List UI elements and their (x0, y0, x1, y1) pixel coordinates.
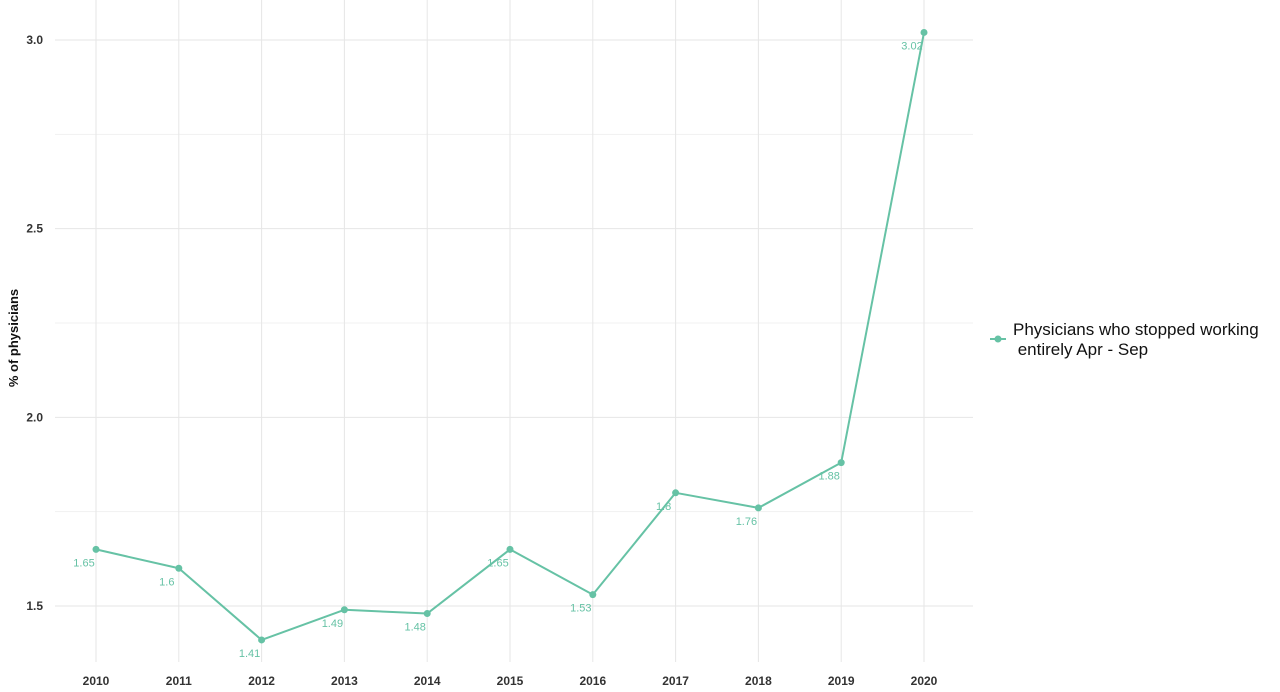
legend-label: Physicians who stopped working entirely … (1013, 320, 1259, 359)
data-point (175, 564, 183, 572)
data-label: 1.49 (322, 618, 343, 630)
legend: Physicians who stopped working entirely … (990, 320, 1259, 359)
data-point (423, 610, 431, 618)
data-point (258, 636, 266, 644)
x-tick-label: 2010 (83, 674, 110, 688)
y-tick-label: 3.0 (26, 33, 43, 47)
x-tick-label: 2017 (662, 674, 689, 688)
x-tick-label: 2020 (911, 674, 938, 688)
data-label: 1.8 (656, 501, 671, 513)
data-point (920, 28, 928, 36)
data-point (672, 489, 680, 497)
data-point (754, 504, 762, 512)
legend-label-line-1: Physicians who stopped working (1013, 320, 1259, 339)
y-tick-label: 2.0 (26, 410, 43, 424)
data-label: 1.48 (404, 622, 425, 634)
data-label: 1.76 (736, 516, 757, 528)
y-axis: 1.5 2.0 2.5 3.0 (26, 33, 43, 613)
data-point (589, 591, 597, 599)
grid (55, 0, 973, 662)
x-tick-label: 2014 (414, 674, 441, 688)
data-point (506, 545, 514, 553)
x-axis: 2010 2011 2012 2013 2014 2015 2016 2017 2018 2019… (83, 674, 938, 688)
x-tick-label: 2019 (828, 674, 855, 688)
data-point (837, 459, 845, 467)
x-tick-label: 2015 (497, 674, 524, 688)
legend-key-point (994, 335, 1002, 343)
data-label: 1.88 (818, 471, 839, 483)
x-tick-label: 2012 (248, 674, 275, 688)
data-label: 1.6 (159, 576, 174, 588)
data-label: 3.02 (901, 40, 922, 52)
data-label: 1.41 (239, 648, 260, 660)
data-point (340, 606, 348, 614)
data-label: 1.65 (487, 557, 508, 569)
x-tick-label: 2013 (331, 674, 358, 688)
data-label: 1.53 (570, 603, 591, 615)
x-tick-label: 2018 (745, 674, 772, 688)
x-tick-label: 2016 (579, 674, 606, 688)
y-tick-label: 2.5 (26, 222, 43, 236)
x-tick-label: 2011 (166, 674, 192, 688)
legend-label-line-2: entirely Apr - Sep (1013, 340, 1148, 359)
data-point (92, 545, 100, 553)
data-label: 1.65 (73, 557, 94, 569)
y-axis-title: % of physicians (6, 289, 21, 387)
y-tick-label: 1.5 (26, 599, 43, 613)
series-layer: 1.65 1.6 1.41 1.49 1.48 1.65 1.53 1.8 1.76 1.88 3.… (73, 28, 928, 660)
